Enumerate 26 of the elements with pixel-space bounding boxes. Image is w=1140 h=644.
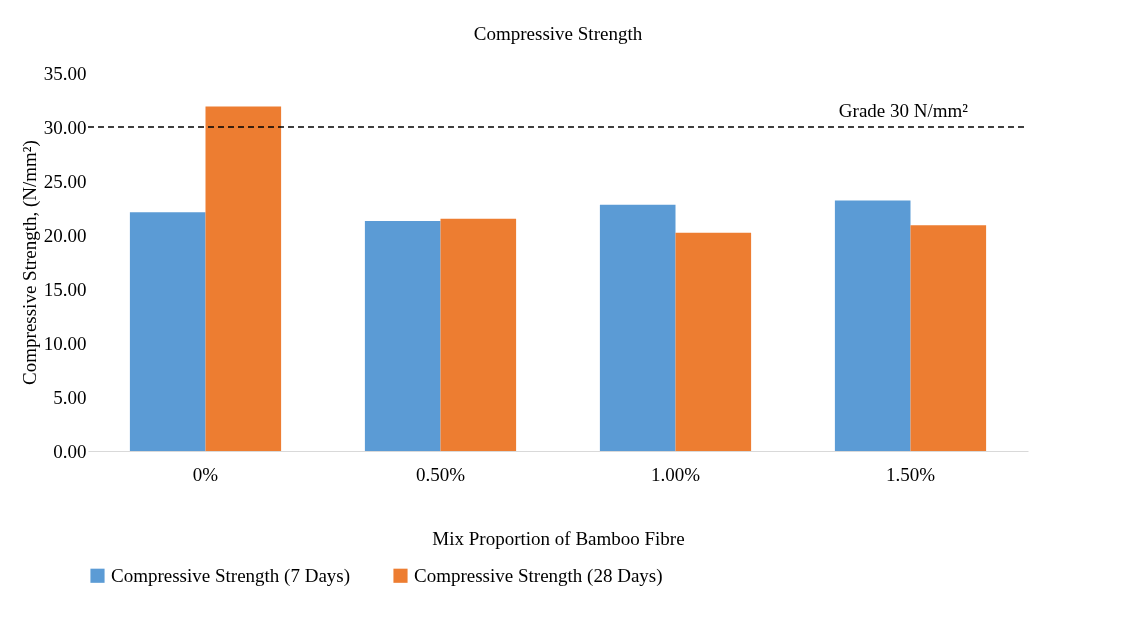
y-tick-label: 0.00 — [53, 440, 87, 462]
x-tick-label: 1.00% — [650, 463, 701, 485]
x-tick-label: 0% — [192, 463, 219, 485]
bar — [834, 200, 911, 451]
bar — [364, 220, 441, 451]
y-tick-label: 10.00 — [43, 332, 87, 354]
bar — [440, 218, 517, 451]
y-tick-label: 20.00 — [43, 224, 87, 246]
ref-line-label: Grade 30 N/mm² — [838, 100, 969, 121]
bar — [675, 232, 752, 451]
chart-title: Compressive Strength — [473, 23, 643, 44]
x-tick-label: 1.50% — [885, 463, 936, 485]
y-tick-label: 15.00 — [43, 278, 87, 300]
bar — [599, 204, 676, 451]
legend-label: Compressive Strength (28 Days) — [414, 564, 663, 587]
bar — [910, 225, 987, 451]
y-tick-label: 5.00 — [53, 386, 87, 408]
y-tick-label: 25.00 — [43, 170, 87, 192]
y-tick-label: 35.00 — [43, 62, 87, 84]
bar — [129, 212, 206, 451]
legend-label: Compressive Strength (7 Days) — [111, 564, 351, 587]
bar — [205, 106, 282, 451]
y-tick-label: 30.00 — [43, 116, 87, 138]
x-tick-label: 0.50% — [415, 463, 466, 485]
x-axis-title: Mix Proportion of Bamboo Fibre — [432, 527, 685, 549]
y-axis-title: Compressive Strength, (N/mm²) — [18, 140, 41, 385]
